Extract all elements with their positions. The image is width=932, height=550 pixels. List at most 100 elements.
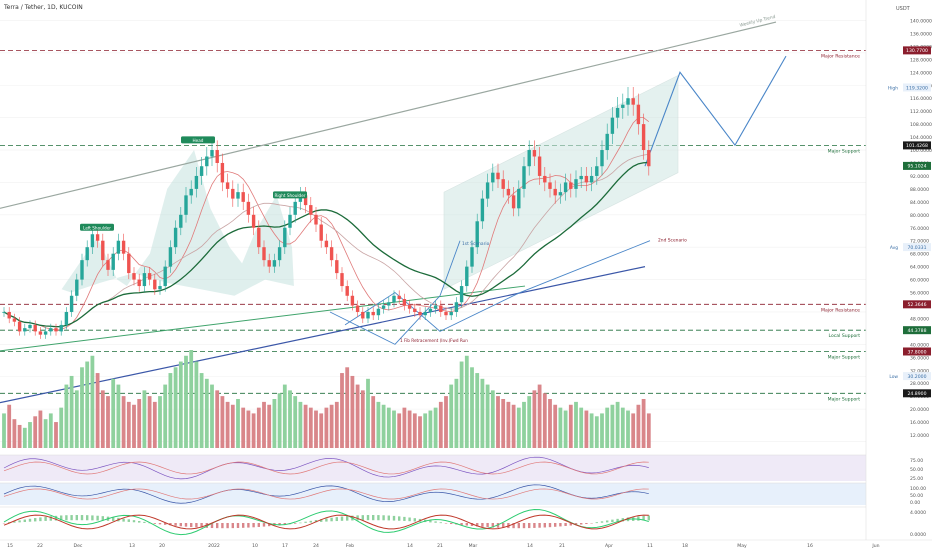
macd-bar — [268, 523, 271, 527]
candle-body — [548, 182, 552, 189]
volume-bar — [303, 404, 308, 448]
candle-body — [262, 247, 266, 261]
scenario-1-path — [644, 55, 787, 167]
candle-body — [194, 175, 199, 189]
moving-average-20 — [3, 153, 649, 328]
volume-bar — [59, 407, 64, 448]
candle-body — [376, 308, 381, 316]
signal-line — [3, 514, 649, 530]
candle-body — [600, 150, 604, 167]
price-badge — [903, 243, 931, 252]
macd-bar — [346, 516, 349, 521]
macd-bar — [533, 523, 536, 528]
candle-body — [75, 279, 79, 296]
macd-bar — [122, 518, 125, 522]
candle-body — [210, 150, 214, 157]
rsi-line — [3, 456, 649, 480]
macd-bar — [465, 523, 468, 526]
candle-body — [569, 182, 573, 189]
stoch-signal — [3, 488, 649, 500]
candle-body — [101, 240, 105, 261]
time-axis[interactable]: 15 22 Dec 13 20 2022 10 17 24 Feb 14 21 Mar 14 21 Apr 11… — [0, 539, 932, 549]
macd-bar — [278, 523, 281, 526]
candle-body — [345, 286, 349, 296]
price-tick-label: 76.0000 — [910, 226, 929, 232]
candle-body — [371, 311, 375, 316]
candle-body — [49, 328, 53, 332]
scenario-2-label: 2nd Scenario — [658, 238, 687, 244]
macd-bar — [179, 523, 182, 527]
volume-bar — [402, 407, 407, 448]
volume-bar — [54, 422, 58, 448]
candle-body — [647, 150, 651, 167]
badge-label: Low — [889, 374, 898, 380]
volume-bar — [246, 410, 251, 448]
price-badge-value: 130.7700 — [906, 48, 928, 54]
price-badge — [903, 141, 931, 150]
price-tick-label: 84.0000 — [910, 200, 929, 206]
candle-body — [392, 295, 396, 303]
macd-bar — [548, 523, 552, 528]
volume-bar — [418, 416, 422, 448]
price-badge-value: 119.3200 — [906, 85, 928, 91]
candle-body — [277, 247, 282, 261]
volume-bar — [215, 390, 220, 448]
volume-bar — [366, 378, 370, 448]
candle-body — [480, 198, 485, 222]
volume-bar — [386, 407, 391, 448]
candle-body — [527, 150, 531, 167]
volume-bar — [210, 384, 214, 448]
macd-bar — [294, 523, 297, 524]
volume-bar — [626, 410, 630, 448]
macd-bar — [23, 519, 26, 523]
volume-bar — [28, 422, 32, 448]
horizontal-levels: Major Resistance Major Support Major Resis… — [0, 49, 866, 402]
macd-bar — [314, 520, 318, 523]
macd-bar — [299, 522, 302, 524]
macd-bar — [169, 523, 172, 526]
volume-bar — [142, 390, 147, 448]
candle-body — [459, 286, 464, 303]
macd-bar — [127, 519, 130, 522]
candle-body — [241, 192, 245, 202]
candle-body — [106, 260, 110, 270]
macd-bar — [65, 515, 68, 521]
price-tick-label: 100.0000 — [910, 148, 932, 154]
moving-average-30 — [3, 161, 649, 328]
time-tick-label: 13 — [129, 543, 135, 549]
volume-bars — [2, 350, 651, 448]
candle-body — [147, 273, 152, 280]
macd-bar — [112, 517, 115, 522]
candle-body — [366, 311, 370, 319]
macd-bar — [49, 516, 52, 521]
time-tick-label: Jun — [871, 543, 879, 549]
macd-bar — [413, 518, 416, 522]
price-badge — [903, 46, 931, 55]
candle-body — [454, 302, 459, 312]
volume-bar — [225, 401, 230, 448]
indicator-axis-label: 25.00 — [910, 476, 923, 482]
grid — [0, 20, 866, 442]
volume-bar — [490, 390, 495, 448]
macd-bar — [606, 520, 609, 523]
scenario-zigzag-1 — [329, 240, 461, 345]
candle-body — [641, 124, 646, 151]
macd-bar — [580, 523, 583, 525]
moving-averages — [3, 117, 650, 331]
macd-bar — [320, 519, 323, 522]
pattern-tag-label: Head — [193, 138, 204, 143]
volume-bar — [454, 378, 459, 448]
candle-body — [23, 328, 27, 332]
pattern-drawings — [0, 21, 787, 404]
candle-body — [90, 234, 95, 248]
volume-bar — [22, 427, 27, 448]
price-tick-label: 40.0000 — [910, 342, 929, 348]
volume-bar — [553, 404, 558, 448]
volume-bar — [641, 399, 646, 448]
scenario-2-path — [344, 240, 651, 332]
price-tick-label: 88.0000 — [910, 187, 929, 193]
volume-bar — [267, 404, 272, 448]
price-tick-label: 56.0000 — [910, 291, 929, 297]
